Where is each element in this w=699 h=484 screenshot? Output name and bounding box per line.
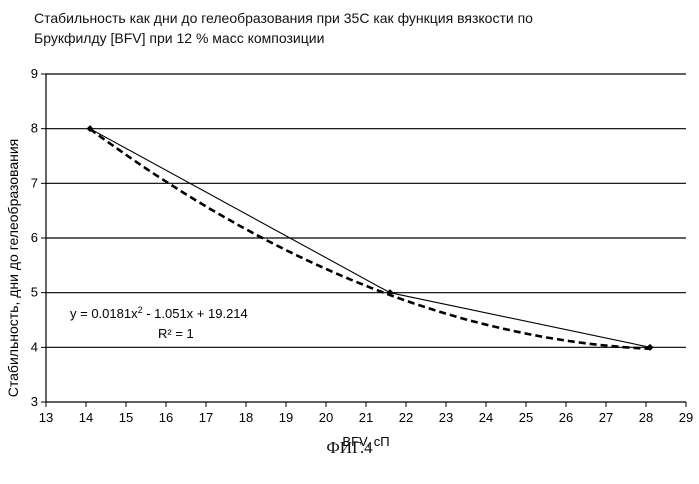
x-tick-label: 21 bbox=[359, 410, 373, 425]
y-tick-label: 5 bbox=[31, 285, 38, 300]
x-tick-label: 29 bbox=[679, 410, 693, 425]
x-tick-label: 15 bbox=[119, 410, 133, 425]
y-axis-label: Стабильность, дни до гелеобразования bbox=[5, 139, 21, 397]
x-tick-label: 25 bbox=[519, 410, 533, 425]
x-tick-label: 19 bbox=[279, 410, 293, 425]
x-tick-label: 27 bbox=[599, 410, 613, 425]
trendline-r2: R² = 1 bbox=[158, 326, 194, 341]
y-tick-label: 3 bbox=[31, 394, 38, 409]
x-tick-label: 14 bbox=[79, 410, 93, 425]
x-tick-label: 22 bbox=[399, 410, 413, 425]
y-tick-labels: 3 4 5 6 7 8 9 bbox=[31, 66, 38, 409]
y-tick-label: 6 bbox=[31, 230, 38, 245]
x-tick-label: 23 bbox=[439, 410, 453, 425]
trendline-equation: y = 0.0181x2 - 1.051x + 19.214 bbox=[70, 305, 248, 321]
y-tick-label: 4 bbox=[31, 339, 38, 354]
x-tick-label: 28 bbox=[639, 410, 653, 425]
y-tick-label: 7 bbox=[31, 175, 38, 190]
x-tick-label: 16 bbox=[159, 410, 173, 425]
figure-caption: ФИГ.4 bbox=[0, 438, 699, 458]
x-tick-label: 13 bbox=[39, 410, 53, 425]
x-tick-label: 18 bbox=[239, 410, 253, 425]
x-tick-labels: 13 14 15 16 17 18 19 20 21 22 23 24 25 26 27 28 29 bbox=[39, 410, 693, 425]
x-tick-label: 26 bbox=[559, 410, 573, 425]
y-tick-label: 9 bbox=[31, 66, 38, 81]
y-tick-label: 8 bbox=[31, 121, 38, 136]
x-tick-label: 20 bbox=[319, 410, 333, 425]
x-tick-label: 24 bbox=[479, 410, 493, 425]
x-tick-label: 17 bbox=[199, 410, 213, 425]
axes bbox=[41, 74, 686, 407]
